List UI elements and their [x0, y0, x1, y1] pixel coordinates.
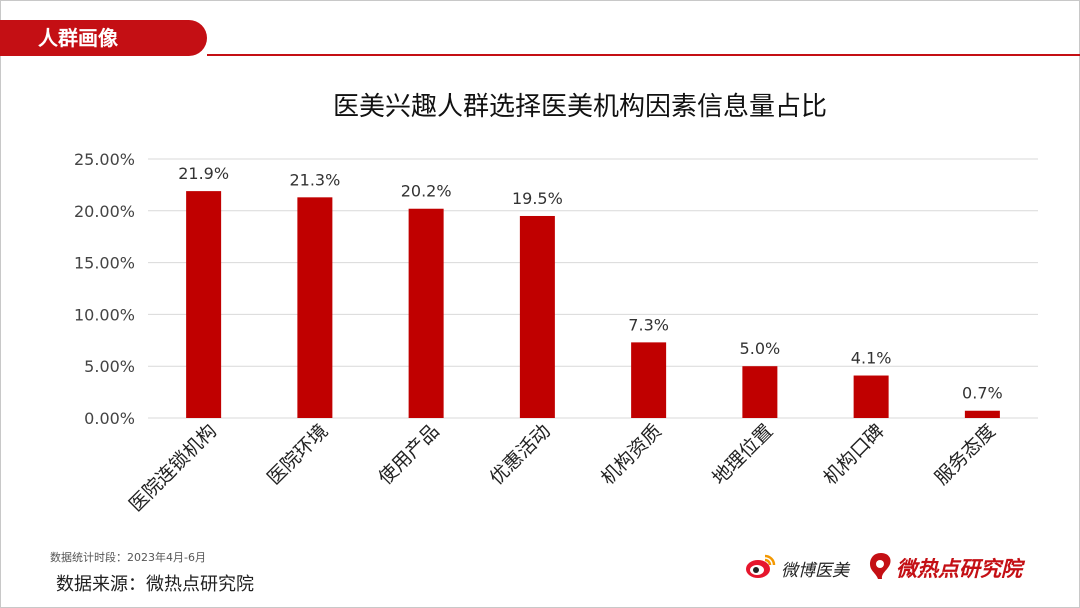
section-tag: 人群画像: [0, 20, 207, 56]
y-tick-label: 10.00%: [74, 305, 135, 324]
stat-period-note: 数据统计时段：2023年4月-6月: [50, 551, 206, 564]
y-tick-label: 0.00%: [84, 409, 135, 428]
weibo-icon: [745, 552, 777, 584]
x-tick-label: 地理位置: [708, 420, 777, 489]
data-label: 0.7%: [962, 384, 1003, 403]
data-label: 19.5%: [512, 189, 563, 208]
data-label: 7.3%: [628, 315, 669, 334]
bar: [742, 366, 778, 418]
data-label: 20.2%: [401, 182, 452, 201]
chart-title: 医美兴趣人群选择医美机构因素信息量占比: [332, 92, 827, 122]
bar: [408, 208, 444, 418]
y-tick-label: 5.00%: [84, 357, 135, 376]
weibo-medical-text: 微博医美: [781, 560, 849, 581]
y-tick-label: 25.00%: [74, 150, 135, 169]
bar: [853, 375, 889, 418]
wrd-institute-logo: 微热点研究院: [868, 552, 1022, 584]
section-tag-label: 人群画像: [38, 26, 118, 50]
data-label: 4.1%: [851, 349, 892, 368]
bar: [186, 191, 222, 418]
x-tick-label: 优惠活动: [486, 420, 555, 489]
weibo-medical-logo: 微博医美: [745, 552, 849, 584]
bar: [631, 342, 667, 418]
data-source: 数据来源：微热点研究院: [56, 574, 254, 595]
header-rule: [207, 54, 1080, 56]
wrd-logo-icon: [868, 551, 894, 585]
bar: [964, 410, 1000, 418]
y-tick-label: 20.00%: [74, 202, 135, 221]
x-tick-label: 使用产品: [374, 420, 443, 489]
bar: [297, 197, 333, 418]
x-tick-label: 机构资质: [597, 420, 666, 489]
wrd-institute-text: 微热点研究院: [896, 557, 1022, 581]
data-label: 5.0%: [740, 339, 781, 358]
x-tick-label: 医院连锁机构: [125, 420, 221, 516]
bar: [519, 215, 555, 418]
x-tick-label: 机构口碑: [819, 420, 888, 489]
data-label: 21.9%: [178, 164, 229, 183]
x-tick-label: 医院环境: [263, 420, 332, 489]
x-tick-label: 服务态度: [931, 420, 1000, 489]
data-label: 21.3%: [289, 170, 340, 189]
y-tick-label: 15.00%: [74, 254, 135, 273]
